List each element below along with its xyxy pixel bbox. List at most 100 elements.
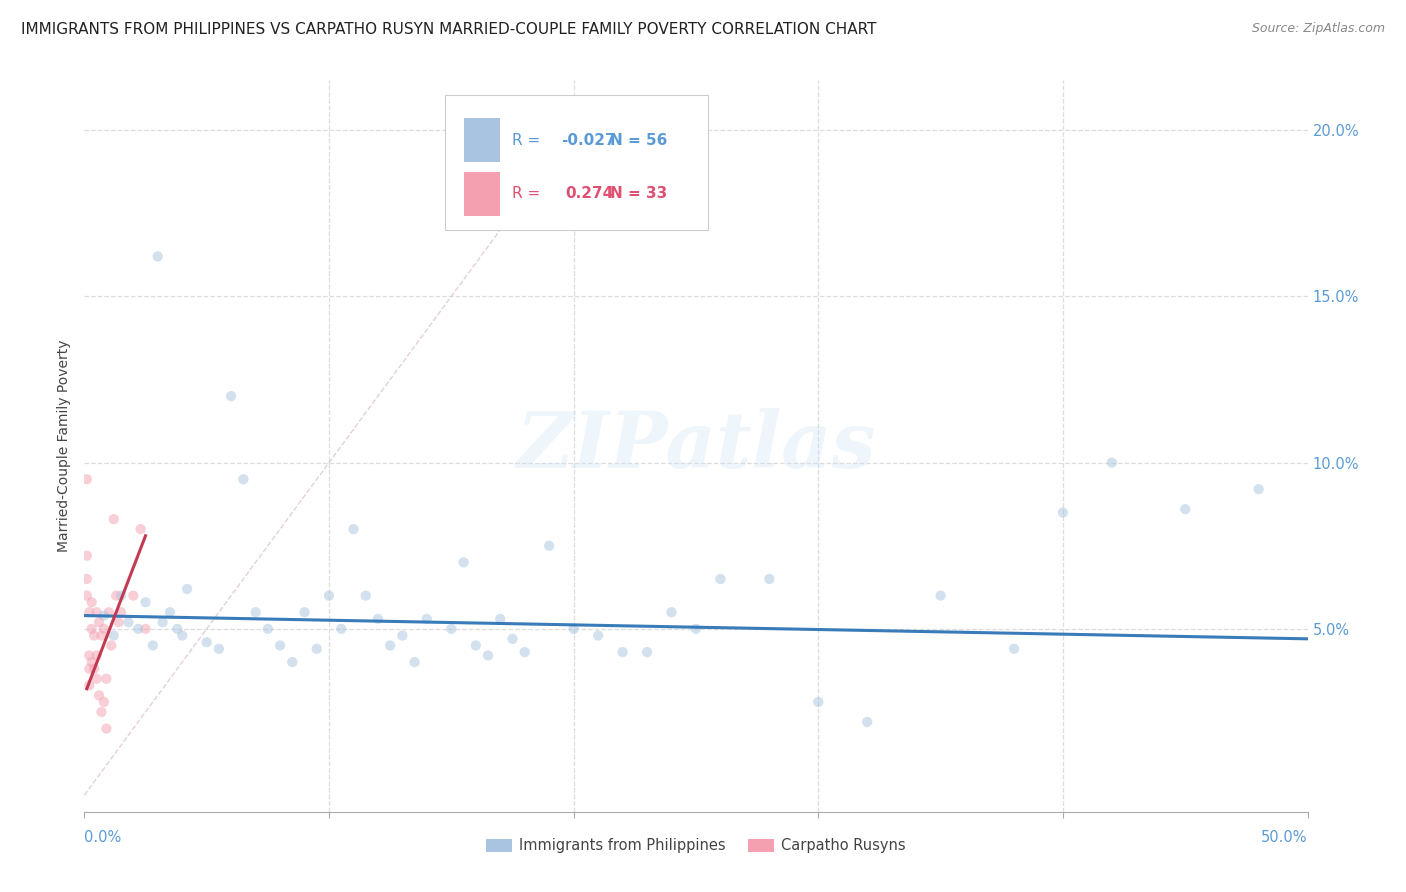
Text: 0.0%: 0.0% bbox=[84, 830, 121, 845]
Point bbox=[83, 628, 105, 642]
Point bbox=[86, 648, 108, 663]
Point bbox=[232, 472, 254, 486]
Point bbox=[612, 645, 634, 659]
Point bbox=[76, 549, 98, 563]
Point bbox=[391, 628, 413, 642]
Point bbox=[77, 662, 100, 676]
Point bbox=[80, 622, 103, 636]
Point bbox=[152, 615, 174, 630]
Point bbox=[636, 645, 658, 659]
Text: R =: R = bbox=[513, 133, 546, 148]
Point bbox=[758, 572, 780, 586]
Point bbox=[96, 672, 118, 686]
Y-axis label: Married-Couple Family Poverty: Married-Couple Family Poverty bbox=[58, 340, 72, 552]
Point bbox=[80, 655, 103, 669]
Point bbox=[77, 648, 100, 663]
Point bbox=[83, 662, 105, 676]
Point bbox=[142, 639, 165, 653]
Text: N = 33: N = 33 bbox=[610, 186, 668, 202]
Point bbox=[477, 648, 499, 663]
Point bbox=[709, 572, 731, 586]
Point bbox=[76, 572, 98, 586]
Point bbox=[257, 622, 280, 636]
Text: ZIPatlas: ZIPatlas bbox=[516, 408, 876, 484]
Text: -0.027: -0.027 bbox=[561, 133, 616, 148]
Point bbox=[440, 622, 463, 636]
Point bbox=[404, 655, 426, 669]
Point bbox=[245, 605, 267, 619]
Point bbox=[93, 695, 115, 709]
Point bbox=[77, 678, 100, 692]
Point bbox=[219, 389, 242, 403]
Point bbox=[93, 608, 115, 623]
Point bbox=[416, 612, 439, 626]
Point bbox=[464, 639, 486, 653]
Point bbox=[100, 639, 122, 653]
Point bbox=[127, 622, 149, 636]
Point bbox=[93, 622, 115, 636]
Point bbox=[90, 628, 112, 642]
Point bbox=[380, 639, 402, 653]
Bar bbox=[464, 119, 501, 162]
Point bbox=[661, 605, 683, 619]
Text: IMMIGRANTS FROM PHILIPPINES VS CARPATHO RUSYN MARRIED-COUPLE FAMILY POVERTY CORR: IMMIGRANTS FROM PHILIPPINES VS CARPATHO … bbox=[21, 22, 876, 37]
Text: Source: ZipAtlas.com: Source: ZipAtlas.com bbox=[1251, 22, 1385, 36]
Point bbox=[929, 589, 952, 603]
Point bbox=[87, 615, 110, 630]
Point bbox=[76, 589, 98, 603]
Legend: Immigrants from Philippines, Carpatho Rusyns: Immigrants from Philippines, Carpatho Ru… bbox=[479, 832, 912, 859]
Point bbox=[1101, 456, 1123, 470]
Point bbox=[86, 605, 108, 619]
Point bbox=[80, 595, 103, 609]
Point bbox=[513, 645, 536, 659]
Point bbox=[367, 612, 389, 626]
Point bbox=[76, 472, 98, 486]
Text: 50.0%: 50.0% bbox=[1261, 830, 1308, 845]
Point bbox=[129, 522, 152, 536]
Point bbox=[103, 628, 125, 642]
Point bbox=[1174, 502, 1197, 516]
Point bbox=[135, 595, 157, 609]
Point bbox=[96, 722, 118, 736]
Point bbox=[159, 605, 181, 619]
Point bbox=[1002, 641, 1025, 656]
FancyBboxPatch shape bbox=[446, 95, 709, 230]
Point bbox=[107, 615, 129, 630]
Point bbox=[856, 714, 879, 729]
Point bbox=[502, 632, 524, 646]
Point bbox=[86, 672, 108, 686]
Text: 0.274: 0.274 bbox=[565, 186, 613, 202]
Point bbox=[318, 589, 340, 603]
Point bbox=[97, 605, 120, 619]
Point bbox=[117, 615, 139, 630]
Text: N = 56: N = 56 bbox=[610, 133, 668, 148]
Point bbox=[1052, 506, 1074, 520]
Point bbox=[586, 628, 609, 642]
Point bbox=[90, 705, 112, 719]
Point bbox=[294, 605, 316, 619]
Point bbox=[342, 522, 364, 536]
Text: R =: R = bbox=[513, 186, 546, 202]
Point bbox=[103, 512, 125, 526]
Point bbox=[122, 589, 145, 603]
Point bbox=[562, 622, 585, 636]
Point bbox=[807, 695, 830, 709]
Point bbox=[281, 655, 304, 669]
Point bbox=[453, 555, 475, 569]
Point bbox=[172, 628, 194, 642]
Point bbox=[1247, 482, 1270, 496]
Point bbox=[176, 582, 198, 596]
Point bbox=[135, 622, 157, 636]
Point bbox=[489, 612, 512, 626]
Point bbox=[105, 589, 128, 603]
Point bbox=[77, 605, 100, 619]
Point bbox=[269, 639, 291, 653]
Point bbox=[110, 605, 132, 619]
Point bbox=[538, 539, 561, 553]
Point bbox=[166, 622, 188, 636]
Point bbox=[110, 589, 132, 603]
Point bbox=[146, 250, 169, 264]
Bar bbox=[464, 171, 501, 216]
Point bbox=[87, 689, 110, 703]
Point bbox=[685, 622, 707, 636]
